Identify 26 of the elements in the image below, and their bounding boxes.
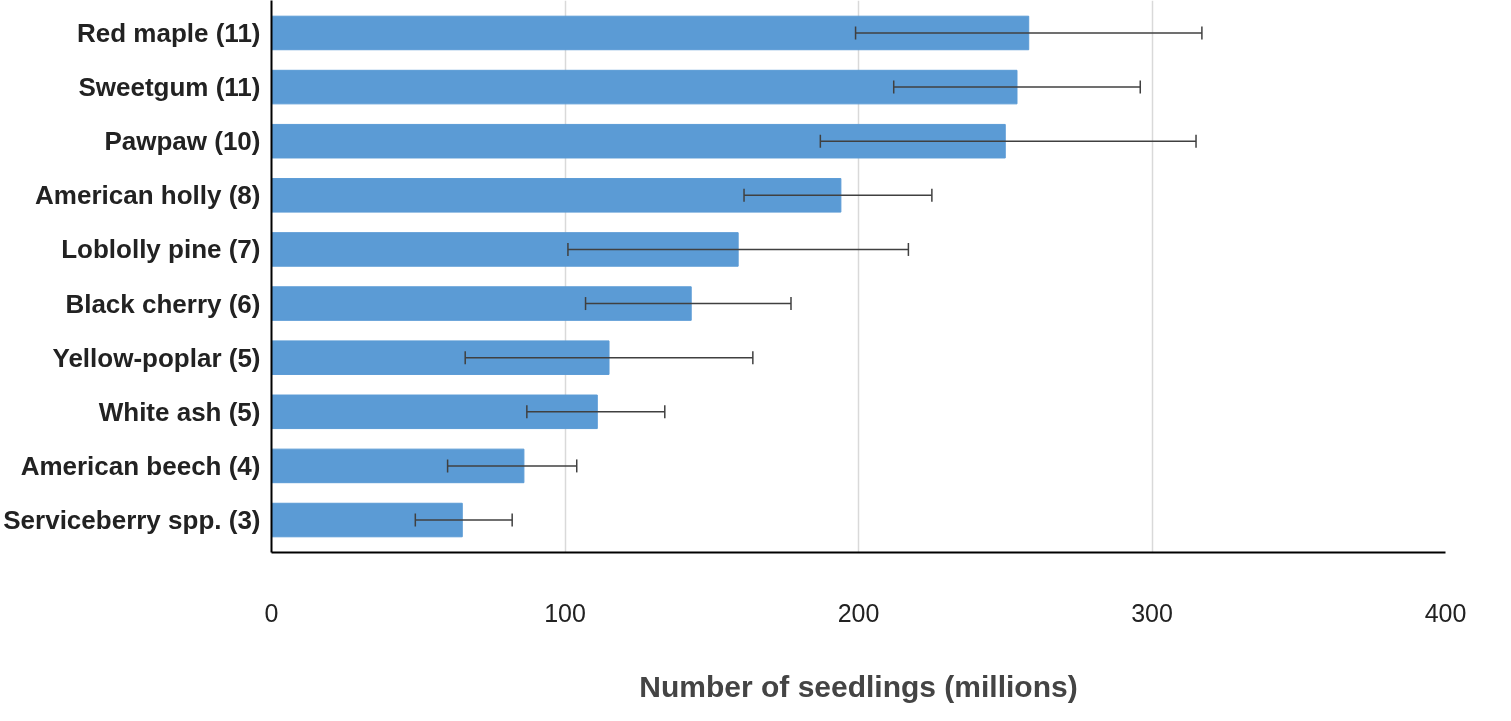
y-tick-label: White ash (5) <box>98 396 261 427</box>
y-tick-label: American beech (4) <box>20 450 261 481</box>
x-tick-label: 300 <box>1131 598 1173 627</box>
y-tick-label: American holly (8) <box>35 180 261 211</box>
y-tick-label: Red maple (11) <box>76 17 261 48</box>
x-tick-label: 200 <box>837 598 880 627</box>
y-tick-label: Serviceberry spp. (3) <box>3 505 261 536</box>
x-tick-label: 400 <box>1424 598 1467 627</box>
bar <box>271 502 463 538</box>
x-tick-label: 0 <box>264 598 279 627</box>
y-tick-label: Sweetgum (11) <box>78 72 261 103</box>
bar <box>271 178 842 213</box>
y-tick-label: Black cherry (6) <box>65 288 261 319</box>
bar <box>271 394 598 430</box>
y-tick-label: Loblolly pine (7) <box>61 234 261 265</box>
bar <box>271 232 739 267</box>
y-tick-label: Pawpaw (10) <box>104 126 261 157</box>
bar <box>271 69 1018 105</box>
bar <box>271 123 1006 159</box>
x-axis-title: Number of seedlings (millions) <box>639 669 1078 703</box>
bar <box>271 286 692 321</box>
y-tick-label: Yellow-poplar (5) <box>52 342 261 373</box>
bar <box>271 15 1030 51</box>
bar <box>271 448 525 484</box>
bar <box>271 340 610 375</box>
x-tick-label: 100 <box>544 598 586 627</box>
